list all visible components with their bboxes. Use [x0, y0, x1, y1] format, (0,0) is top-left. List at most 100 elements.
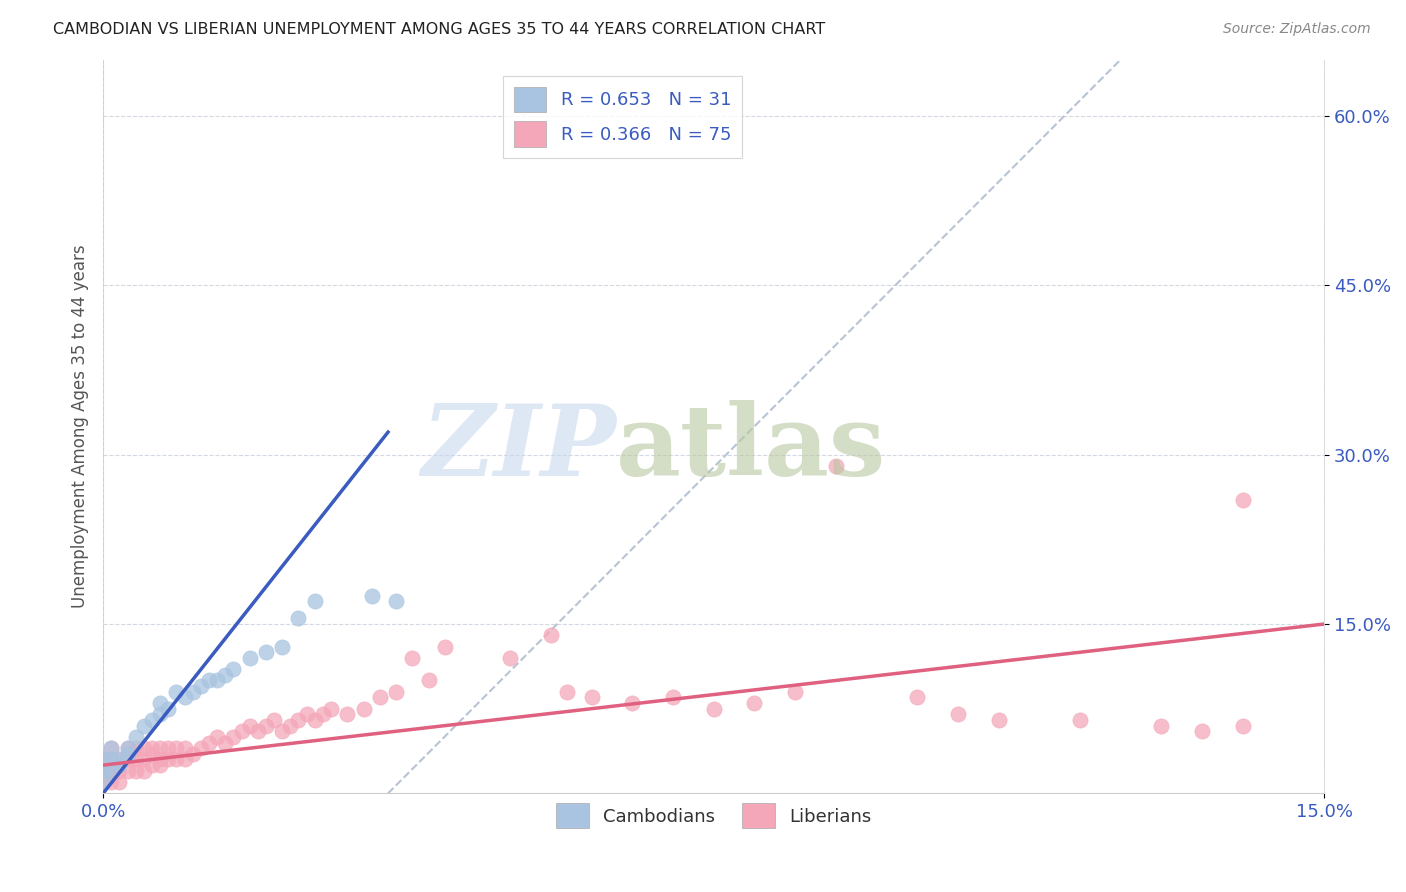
Point	[125, 730, 148, 744]
Point	[125, 741, 148, 756]
Point	[157, 701, 180, 715]
Point	[254, 645, 277, 659]
Point	[108, 752, 131, 766]
Point	[312, 707, 335, 722]
Point	[132, 718, 155, 732]
Point	[91, 764, 114, 778]
Point	[214, 735, 236, 749]
Point	[1150, 718, 1173, 732]
Point	[239, 718, 262, 732]
Point	[1069, 713, 1091, 727]
Point	[117, 741, 139, 756]
Point	[1191, 724, 1213, 739]
Point	[117, 741, 139, 756]
Point	[418, 673, 440, 688]
Point	[117, 764, 139, 778]
Point	[181, 685, 204, 699]
Point	[108, 752, 131, 766]
Point	[141, 741, 163, 756]
Point	[100, 752, 122, 766]
Point	[499, 651, 522, 665]
Point	[368, 690, 391, 705]
Text: CAMBODIAN VS LIBERIAN UNEMPLOYMENT AMONG AGES 35 TO 44 YEARS CORRELATION CHART: CAMBODIAN VS LIBERIAN UNEMPLOYMENT AMONG…	[53, 22, 825, 37]
Point	[190, 679, 212, 693]
Point	[703, 701, 725, 715]
Text: Source: ZipAtlas.com: Source: ZipAtlas.com	[1223, 22, 1371, 37]
Point	[91, 775, 114, 789]
Point	[165, 685, 187, 699]
Point	[304, 594, 326, 608]
Y-axis label: Unemployment Among Ages 35 to 44 years: Unemployment Among Ages 35 to 44 years	[72, 244, 89, 608]
Point	[181, 747, 204, 761]
Point	[100, 764, 122, 778]
Point	[149, 758, 172, 772]
Point	[173, 690, 195, 705]
Point	[401, 651, 423, 665]
Point	[987, 713, 1010, 727]
Point	[157, 741, 180, 756]
Point	[783, 685, 806, 699]
Point	[141, 758, 163, 772]
Point	[540, 628, 562, 642]
Point	[173, 752, 195, 766]
Point	[100, 752, 122, 766]
Point	[353, 701, 375, 715]
Point	[108, 775, 131, 789]
Point	[117, 747, 139, 761]
Point	[271, 724, 294, 739]
Point	[946, 707, 969, 722]
Point	[824, 458, 846, 473]
Legend: Cambodians, Liberians: Cambodians, Liberians	[548, 796, 879, 836]
Point	[198, 735, 221, 749]
Point	[149, 696, 172, 710]
Point	[149, 752, 172, 766]
Point	[231, 724, 253, 739]
Point	[385, 685, 408, 699]
Point	[1232, 492, 1254, 507]
Point	[287, 611, 309, 625]
Point	[125, 752, 148, 766]
Point	[214, 668, 236, 682]
Point	[205, 730, 228, 744]
Point	[125, 764, 148, 778]
Point	[91, 764, 114, 778]
Point	[173, 741, 195, 756]
Point	[157, 752, 180, 766]
Point	[91, 758, 114, 772]
Point	[555, 685, 578, 699]
Point	[304, 713, 326, 727]
Point	[190, 741, 212, 756]
Point	[280, 718, 302, 732]
Text: ZIP: ZIP	[420, 401, 616, 497]
Point	[222, 730, 245, 744]
Point	[205, 673, 228, 688]
Point	[141, 713, 163, 727]
Point	[295, 707, 318, 722]
Point	[149, 741, 172, 756]
Point	[132, 764, 155, 778]
Point	[385, 594, 408, 608]
Point	[621, 696, 644, 710]
Point	[100, 741, 122, 756]
Text: atlas: atlas	[616, 400, 886, 497]
Point	[132, 741, 155, 756]
Point	[336, 707, 359, 722]
Point	[149, 707, 172, 722]
Point	[108, 764, 131, 778]
Point	[434, 640, 457, 654]
Point	[360, 589, 382, 603]
Point	[271, 640, 294, 654]
Point	[141, 747, 163, 761]
Point	[287, 713, 309, 727]
Point	[319, 701, 342, 715]
Point	[132, 752, 155, 766]
Point	[198, 673, 221, 688]
Point	[581, 690, 603, 705]
Point	[165, 741, 187, 756]
Point	[254, 718, 277, 732]
Point	[91, 775, 114, 789]
Point	[91, 752, 114, 766]
Point	[905, 690, 928, 705]
Point	[108, 758, 131, 772]
Point	[662, 690, 685, 705]
